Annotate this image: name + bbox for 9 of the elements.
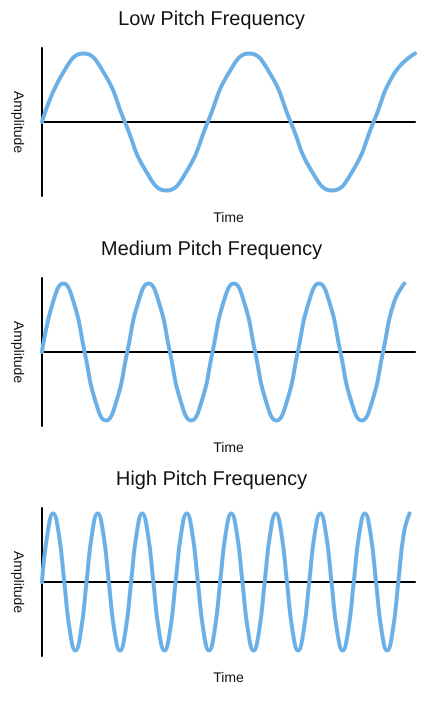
x-axis-title: Time xyxy=(213,439,244,455)
y-axis-title: Amplitude xyxy=(11,320,27,384)
y-axis-title: Amplitude xyxy=(11,90,27,154)
chart-title: Medium Pitch Frequency xyxy=(100,238,322,260)
y-axis-title: Amplitude xyxy=(11,550,27,614)
chart-title: Low Pitch Frequency xyxy=(118,8,305,30)
chart-title: High Pitch Frequency xyxy=(116,468,308,490)
x-axis-title: Time xyxy=(213,209,244,225)
x-axis-title: Time xyxy=(213,669,244,685)
